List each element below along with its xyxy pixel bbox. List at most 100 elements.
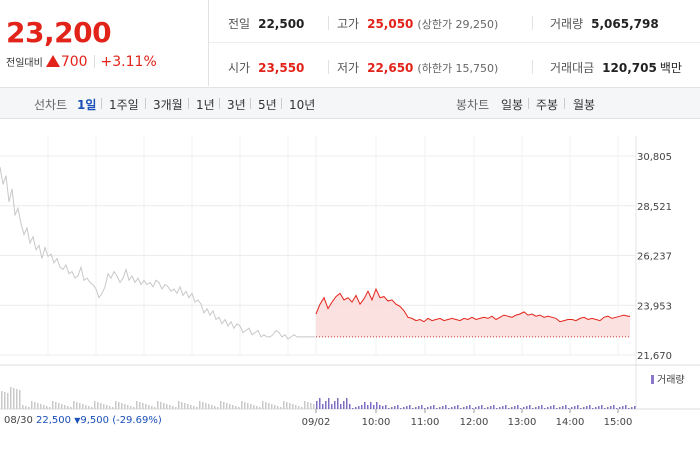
volume-bar [178, 401, 180, 409]
volume-bar [475, 407, 477, 409]
volume-bar [472, 408, 474, 409]
stat-value: 5,065,798 [591, 17, 659, 31]
volume-bar [292, 404, 294, 409]
divider [219, 98, 220, 109]
volume-bar [562, 406, 564, 409]
volume-bar [484, 408, 486, 409]
volume-bar [289, 403, 291, 409]
volume-bar [364, 402, 366, 409]
volume-bar [112, 407, 114, 409]
volume-bar [424, 408, 426, 409]
volume-bar [613, 405, 615, 409]
volume-bar [616, 408, 618, 409]
volume-bar [211, 405, 213, 409]
volume-bar [421, 405, 423, 409]
volume-bar [286, 402, 288, 409]
volume-bar [328, 398, 330, 409]
volume-bar [379, 405, 381, 409]
stat-prev-close: 전일 22,500 [228, 15, 304, 32]
volume-bar [73, 401, 75, 409]
volume-bar [19, 390, 21, 409]
volume-bar [304, 401, 306, 409]
upper-limit: (상한가 29,250) [417, 18, 499, 31]
volume-bar [70, 407, 72, 409]
volume-bar [508, 408, 510, 409]
volume-bar [175, 407, 177, 409]
volume-bar [244, 402, 246, 409]
candle-chart-label: 봉차트 [456, 98, 490, 112]
price-panel: 23,200 전일대비 700 +3.11% [0, 0, 209, 86]
volume-bar [193, 406, 195, 409]
volume-bar [157, 401, 159, 409]
volume-bar [430, 406, 432, 409]
volume-bar [466, 406, 468, 409]
volume-bar [139, 402, 141, 409]
volume-bar [544, 408, 546, 409]
volume-bar [130, 406, 132, 409]
volume-bar [181, 402, 183, 409]
stat-trade-value: 거래대금 120,705 백만 [550, 59, 682, 76]
volume-bar [487, 407, 489, 409]
volume-bar [169, 405, 171, 409]
change-label: 전일대비 [6, 58, 43, 69]
volume-bar [22, 405, 24, 409]
down-arrow-icon: ▼ [74, 416, 81, 425]
x-tick-label: 15:00 [604, 417, 633, 428]
stat-value: 23,550 [258, 61, 305, 75]
tab-10y[interactable]: 10년 [289, 98, 316, 112]
volume-bar [229, 404, 231, 409]
tab-monthly[interactable]: 월봉 [573, 98, 596, 112]
volume-bar [322, 404, 324, 409]
volume-bar [520, 408, 522, 409]
volume-bar [442, 406, 444, 409]
volume-bar [343, 401, 345, 409]
volume-bar [184, 403, 186, 409]
volume-bar [406, 406, 408, 409]
volume-bar [274, 405, 276, 409]
x-tick-label: 11:00 [411, 417, 440, 428]
tab-daily[interactable]: 일봉 [501, 98, 524, 112]
volume-bar [469, 405, 471, 409]
volume-bar [148, 405, 150, 409]
volume-bar [67, 406, 69, 409]
volume-bar [382, 406, 384, 409]
tab-5y[interactable]: 5년 [258, 98, 277, 112]
volume-bar [502, 406, 504, 409]
volume-bar [319, 398, 321, 409]
volume-bar [448, 408, 450, 409]
volume-bar [217, 407, 219, 409]
volume-bar [115, 401, 117, 409]
volume-bar [190, 405, 192, 409]
stat-value: 25,050 [367, 17, 414, 31]
tab-1w[interactable]: 1주일 [109, 98, 139, 112]
divider [328, 60, 329, 74]
x-tick-label: 10:00 [362, 417, 391, 428]
volume-bar [601, 405, 603, 409]
intraday-area-fill [316, 289, 630, 337]
volume-bar [16, 389, 18, 409]
divider [564, 98, 565, 109]
volume-bar [7, 393, 9, 409]
history-price-line [0, 166, 315, 340]
tab-weekly[interactable]: 주봉 [536, 98, 559, 112]
tab-1d[interactable]: 1일 [77, 98, 97, 112]
tab-3y[interactable]: 3년 [227, 98, 246, 112]
volume-bar [265, 402, 267, 409]
volume-bar [409, 405, 411, 409]
volume-bar [223, 402, 225, 409]
price-chart-svg: 30,805 28,521 26,237 23,953 21,670 09/02 10:00… [0, 136, 700, 428]
divider [250, 98, 251, 109]
volume-bar [37, 403, 39, 409]
volume-bar [373, 405, 375, 409]
divider [328, 16, 329, 30]
volume-bar [445, 405, 447, 409]
volume-bar [598, 406, 600, 409]
tab-1y[interactable]: 1년 [196, 98, 215, 112]
change-amount: 700 [60, 54, 88, 70]
volume-bar [538, 406, 540, 409]
volume-bar [61, 404, 63, 409]
volume-bar [433, 405, 435, 409]
tab-3m[interactable]: 3개월 [153, 98, 183, 112]
volume-bar [88, 406, 90, 409]
stat-value: 22,650 [367, 61, 414, 75]
